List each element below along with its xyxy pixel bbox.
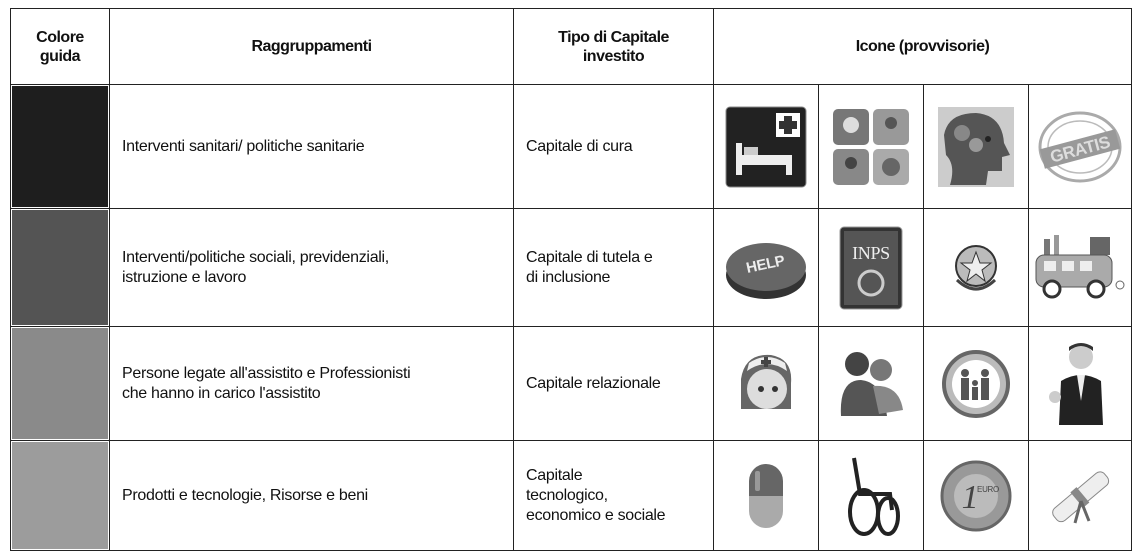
icon-cell xyxy=(818,326,924,441)
icon-cell: INPS xyxy=(818,208,924,327)
column-header: Raggruppamenti xyxy=(109,8,514,85)
icon-cell xyxy=(1027,208,1133,327)
gratis-stamp: GRATIS xyxy=(1038,111,1122,182)
icon-cell xyxy=(713,326,819,441)
group-cell: Prodotti e tecnologie, Risorse e beni xyxy=(109,440,514,551)
family-icon xyxy=(942,349,1010,418)
icon-cell xyxy=(923,84,1029,209)
color-swatch xyxy=(12,210,108,325)
column-header: Tipo di Capitale investito xyxy=(513,8,714,85)
color-swatch xyxy=(12,442,108,549)
nurse-icon xyxy=(741,354,792,409)
table: Colore guida Raggruppamenti Tipo di Capi… xyxy=(10,8,1133,551)
capital-cell: Capitale di cura xyxy=(513,84,714,209)
color-swatch xyxy=(12,86,108,207)
column-header: Colore guida xyxy=(10,8,110,85)
wheelchair-icon xyxy=(848,457,900,536)
icon-cell xyxy=(923,208,1029,327)
icon-text: 1 xyxy=(962,479,979,516)
icon-cell xyxy=(818,440,924,551)
swatch-cell xyxy=(10,326,110,441)
icon-text: EURO xyxy=(977,485,999,494)
care-icons xyxy=(833,108,909,185)
professional-icon xyxy=(1049,342,1104,425)
icon-text: INPS xyxy=(852,243,890,263)
icon-cell xyxy=(1027,440,1133,551)
pill-icon xyxy=(749,463,783,528)
icon-cell: 1 EURO xyxy=(923,440,1029,551)
icon-cell xyxy=(1027,326,1133,441)
group-cell: Interventi/politiche sociali, previdenzi… xyxy=(109,208,514,327)
bed-icon xyxy=(725,106,807,187)
icon-text: GRATIS xyxy=(1048,132,1112,166)
capital-cell: Capitale di tutela e di inclusione xyxy=(513,208,714,327)
icon-cell: GRATIS xyxy=(1027,84,1133,209)
row: Interventi/politiche sociali, previdenzi… xyxy=(10,208,1133,327)
row: Persone legate all'assistito e Professio… xyxy=(10,326,1133,441)
diploma-icon xyxy=(1052,470,1110,523)
icon-cell xyxy=(713,84,819,209)
capital-cell: Capitale tecnologico, economico e social… xyxy=(513,440,714,551)
hug-icon xyxy=(840,351,903,416)
bus-icon xyxy=(1035,234,1125,298)
swatch-cell xyxy=(10,440,110,551)
icon-cell xyxy=(923,326,1029,441)
row: Prodotti e tecnologie, Risorse e beni Ca… xyxy=(10,440,1133,551)
swatch-cell xyxy=(10,84,110,209)
brain-icon xyxy=(938,106,1014,187)
icon-cell xyxy=(818,84,924,209)
emblem-icon xyxy=(955,244,997,290)
row: Interventi sanitari/ politiche sanitarie… xyxy=(10,84,1133,209)
group-cell: Persone legate all'assistito e Professio… xyxy=(109,326,514,441)
header-row: Colore guida Raggruppamenti Tipo di Capi… xyxy=(10,8,1133,85)
group-cell: Interventi sanitari/ politiche sanitarie xyxy=(109,84,514,209)
capital-cell: Capitale relazionale xyxy=(513,326,714,441)
help-button: HELP xyxy=(726,242,806,299)
color-swatch xyxy=(12,328,108,439)
column-header: Icone (provvisorie) xyxy=(712,8,1133,85)
inps-icon: INPS xyxy=(839,226,903,309)
swatch-cell xyxy=(10,208,110,327)
icon-cell xyxy=(713,440,819,551)
icon-cell: HELP xyxy=(713,208,819,327)
